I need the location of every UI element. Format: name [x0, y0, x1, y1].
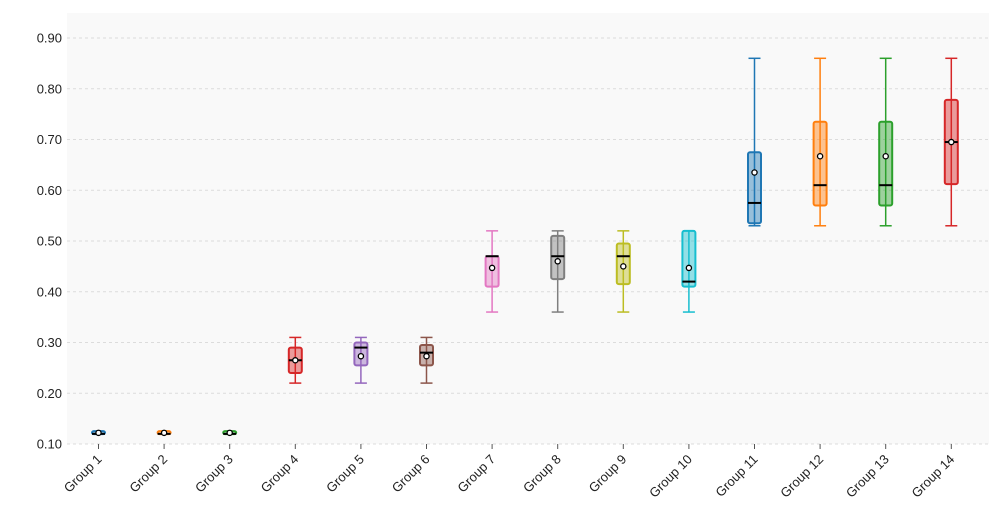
- box-group: [550, 230, 566, 313]
- x-tick-label: Group 11: [712, 452, 760, 500]
- mean-marker: [488, 264, 496, 272]
- x-tick-label: Group 1: [61, 452, 105, 496]
- box-iqr: [878, 120, 894, 207]
- mean-marker: [292, 357, 299, 364]
- mean-marker: [160, 429, 168, 437]
- y-tick-label: 0.30: [37, 335, 62, 350]
- box-group: [615, 230, 631, 313]
- x-tick-label: Group 7: [454, 452, 498, 496]
- mean-marker: [620, 263, 627, 270]
- box-group: [353, 336, 369, 384]
- box-group: [419, 336, 434, 384]
- box-group: [681, 229, 697, 313]
- box-group: [943, 57, 959, 227]
- y-tick-label: 0.80: [37, 81, 62, 96]
- mean-marker: [751, 169, 758, 176]
- y-tick-label: 0.40: [37, 284, 62, 299]
- box-group: [747, 57, 762, 227]
- box-iqr: [550, 234, 566, 281]
- x-tick-label: Group 5: [323, 452, 367, 496]
- y-tick-label: 0.10: [37, 437, 62, 452]
- x-tick-label: Group 9: [586, 452, 630, 496]
- mean-marker: [357, 352, 365, 360]
- box-iqr: [484, 255, 500, 288]
- mean-marker: [816, 152, 824, 160]
- mean-marker: [948, 138, 955, 146]
- box-group: [484, 230, 500, 313]
- box-group: [878, 57, 894, 227]
- box-group: [156, 429, 172, 437]
- x-tick-label: Group 2: [126, 452, 170, 496]
- y-tick-label: 0.50: [37, 234, 62, 249]
- y-tick-label: 0.60: [37, 183, 62, 198]
- x-tick-label: Group 8: [520, 452, 564, 496]
- box-group: [812, 57, 828, 227]
- plot-background: [67, 13, 989, 444]
- box-iqr: [747, 151, 762, 225]
- mean-marker: [685, 264, 693, 272]
- x-tick-label: Group 3: [192, 452, 236, 496]
- box-iqr: [812, 120, 828, 207]
- box-iqr: [681, 229, 697, 288]
- x-tick-label: Group 10: [646, 452, 695, 501]
- mean-marker: [226, 429, 233, 437]
- x-tick-label: Group 4: [258, 452, 302, 496]
- box-group: [287, 336, 303, 384]
- y-tick-label: 0.70: [37, 132, 62, 147]
- mean-marker: [95, 429, 102, 437]
- box-group: [222, 429, 238, 437]
- x-tick-label: Group 13: [843, 452, 892, 501]
- mean-marker: [882, 152, 889, 160]
- y-tick-label: 0.90: [37, 31, 62, 46]
- x-tick-label: Group 12: [777, 452, 826, 501]
- box-group: [91, 429, 106, 437]
- y-tick-label: 0.20: [37, 386, 62, 401]
- x-tick-label: Group 6: [389, 452, 433, 496]
- mean-marker: [554, 258, 561, 265]
- mean-marker: [423, 352, 430, 360]
- x-tick-label: Group 14: [908, 452, 957, 501]
